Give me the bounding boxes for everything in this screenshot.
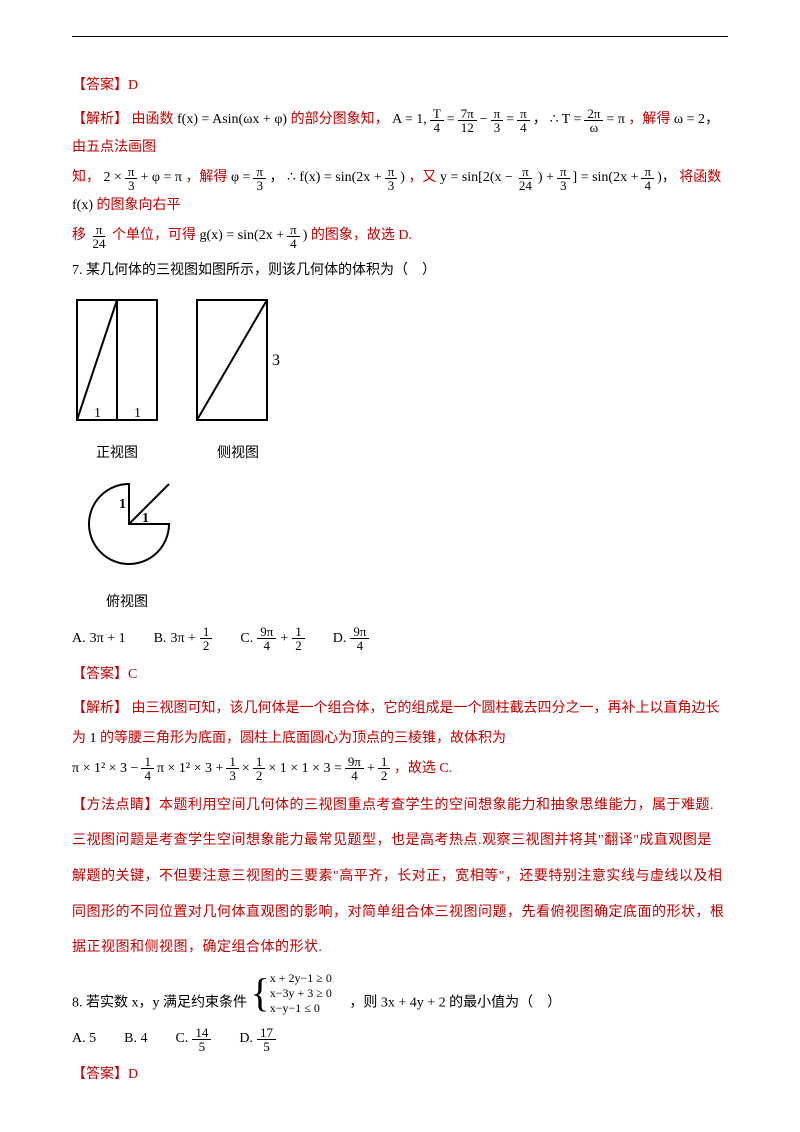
t: 由五点法画图 xyxy=(72,140,156,155)
method-7-p4: 同图形的不同位置对几何体直观图的影响，对简单组合体三视图问题，先看俯视图确定底面… xyxy=(72,896,728,930)
front-view-label: 正视图 xyxy=(72,440,162,468)
method-7-p3: 解题的关键，不但要注意三视图的三要素"高平齐，长对正，宽相等"，还要特别注意实线… xyxy=(72,860,728,894)
answer-7: 【答案】C xyxy=(72,661,728,689)
t: ，解得 xyxy=(185,170,227,185)
method-7-p5: 据正视图和侧视图，确定组合体的形状. xyxy=(72,931,728,965)
side-view-svg: 3 xyxy=(192,295,284,425)
expl-lead: 【解析】 xyxy=(72,112,128,127)
option-a: A. 5 xyxy=(72,1025,96,1053)
t: 知， xyxy=(72,170,100,185)
answer-value: D xyxy=(128,78,138,93)
explanation-7-line1: 【解析】 由三视图可知，该几何体是一个组合体，它的组成是一个圆柱截去四分之一，再… xyxy=(72,695,728,723)
side-view-label: 侧视图 xyxy=(192,440,284,468)
answer-label: 【答案】 xyxy=(72,78,128,93)
frac: T4 xyxy=(430,107,444,134)
t: ，解得 xyxy=(628,112,670,127)
top-view-label: 俯视图 xyxy=(72,589,182,617)
t: 的图象向右平 xyxy=(97,198,181,213)
option-c: C. 145 xyxy=(175,1025,211,1053)
q8-options: A. 5 B. 4 C. 145 D. 175 xyxy=(72,1025,728,1053)
constraint-system: { x + 2y−1 ≥ 0 x−3y + 3 ≥ 0 x−y−1 ≤ 0 xyxy=(251,971,332,1016)
explanation-7-line2: 为 1 的等腰三角形为底面，圆柱上底面圆心为顶点的三棱锥，故体积为 xyxy=(72,725,728,753)
top-view-svg: 1 1 xyxy=(79,474,179,574)
formula-fx: f(x) = Asin(ωx + φ) xyxy=(177,112,287,127)
front-view-svg: 1 1 xyxy=(72,295,162,425)
question-7-text: 7. 某几何体的三视图如图所示，则该几何体的体积为（ ） xyxy=(72,257,728,285)
option-c: C. 9π4 + 12 xyxy=(240,625,304,653)
option-d: D. 9π4 xyxy=(333,625,370,653)
svg-text:1: 1 xyxy=(134,406,141,421)
method-7-p2: 三视图问题是考查学生空间想象能力最常见题型，也是高考热点.观察三视图并将其"翻译… xyxy=(72,824,728,858)
explanation-6-line3: 移 π24 个单位，可得 g(x) = sin(2x + π4 ) 的图象，故选… xyxy=(72,222,728,250)
svg-text:3: 3 xyxy=(272,352,280,369)
svg-text:1: 1 xyxy=(119,497,126,512)
omega-val: ω = 2， xyxy=(674,112,719,127)
answer-6: 【答案】D xyxy=(72,72,728,100)
question-8-text: 8. 若实数 x，y 满足约束条件 { x + 2y−1 ≥ 0 x−3y + … xyxy=(72,971,728,1018)
t: 的部分图象知， xyxy=(291,112,389,127)
method-7: 【方法点睛】本题利用空间几何体的三视图重点考查学生的空间想象能力和抽象思维能力，… xyxy=(72,789,728,823)
front-view-block: 1 1 正视图 xyxy=(72,295,162,468)
t: ，又 xyxy=(408,170,436,185)
q7-diagrams: 1 1 正视图 3 侧视图 xyxy=(72,295,728,468)
side-view-block: 3 侧视图 xyxy=(192,295,284,468)
answer-8: 【答案】D xyxy=(72,1061,728,1089)
top-view-block: 1 1 俯视图 xyxy=(72,474,182,617)
option-a: A. 3π + 1 xyxy=(72,625,126,653)
option-d: D. 175 xyxy=(239,1025,276,1053)
explanation-6-line1: 【解析】 由函数 f(x) = Asin(ωx + φ) 的部分图象知， A =… xyxy=(72,106,728,162)
t: 由函数 xyxy=(132,112,174,127)
option-b: B. 4 xyxy=(124,1025,147,1053)
svg-text:1: 1 xyxy=(142,511,149,526)
q7-options: A. 3π + 1 B. 3π + 12 C. 9π4 + 12 D. 9π4 xyxy=(72,625,728,653)
t: 将函数 xyxy=(679,170,721,185)
explanation-7-eq: π × 1² × 3 − 14 π × 1² × 3 + 13 × 12 × 1… xyxy=(72,755,728,783)
svg-text:1: 1 xyxy=(94,406,101,421)
eq-amplitude: A = 1, T4 = 7π12 − π3 = π4 ， ∴ T = 2πω =… xyxy=(392,106,625,134)
explanation-6-line2: 知， 2 × π3 + φ = π ，解得 φ = π3 ， ∴ f(x) = … xyxy=(72,164,728,220)
option-b: B. 3π + 12 xyxy=(154,625,213,653)
